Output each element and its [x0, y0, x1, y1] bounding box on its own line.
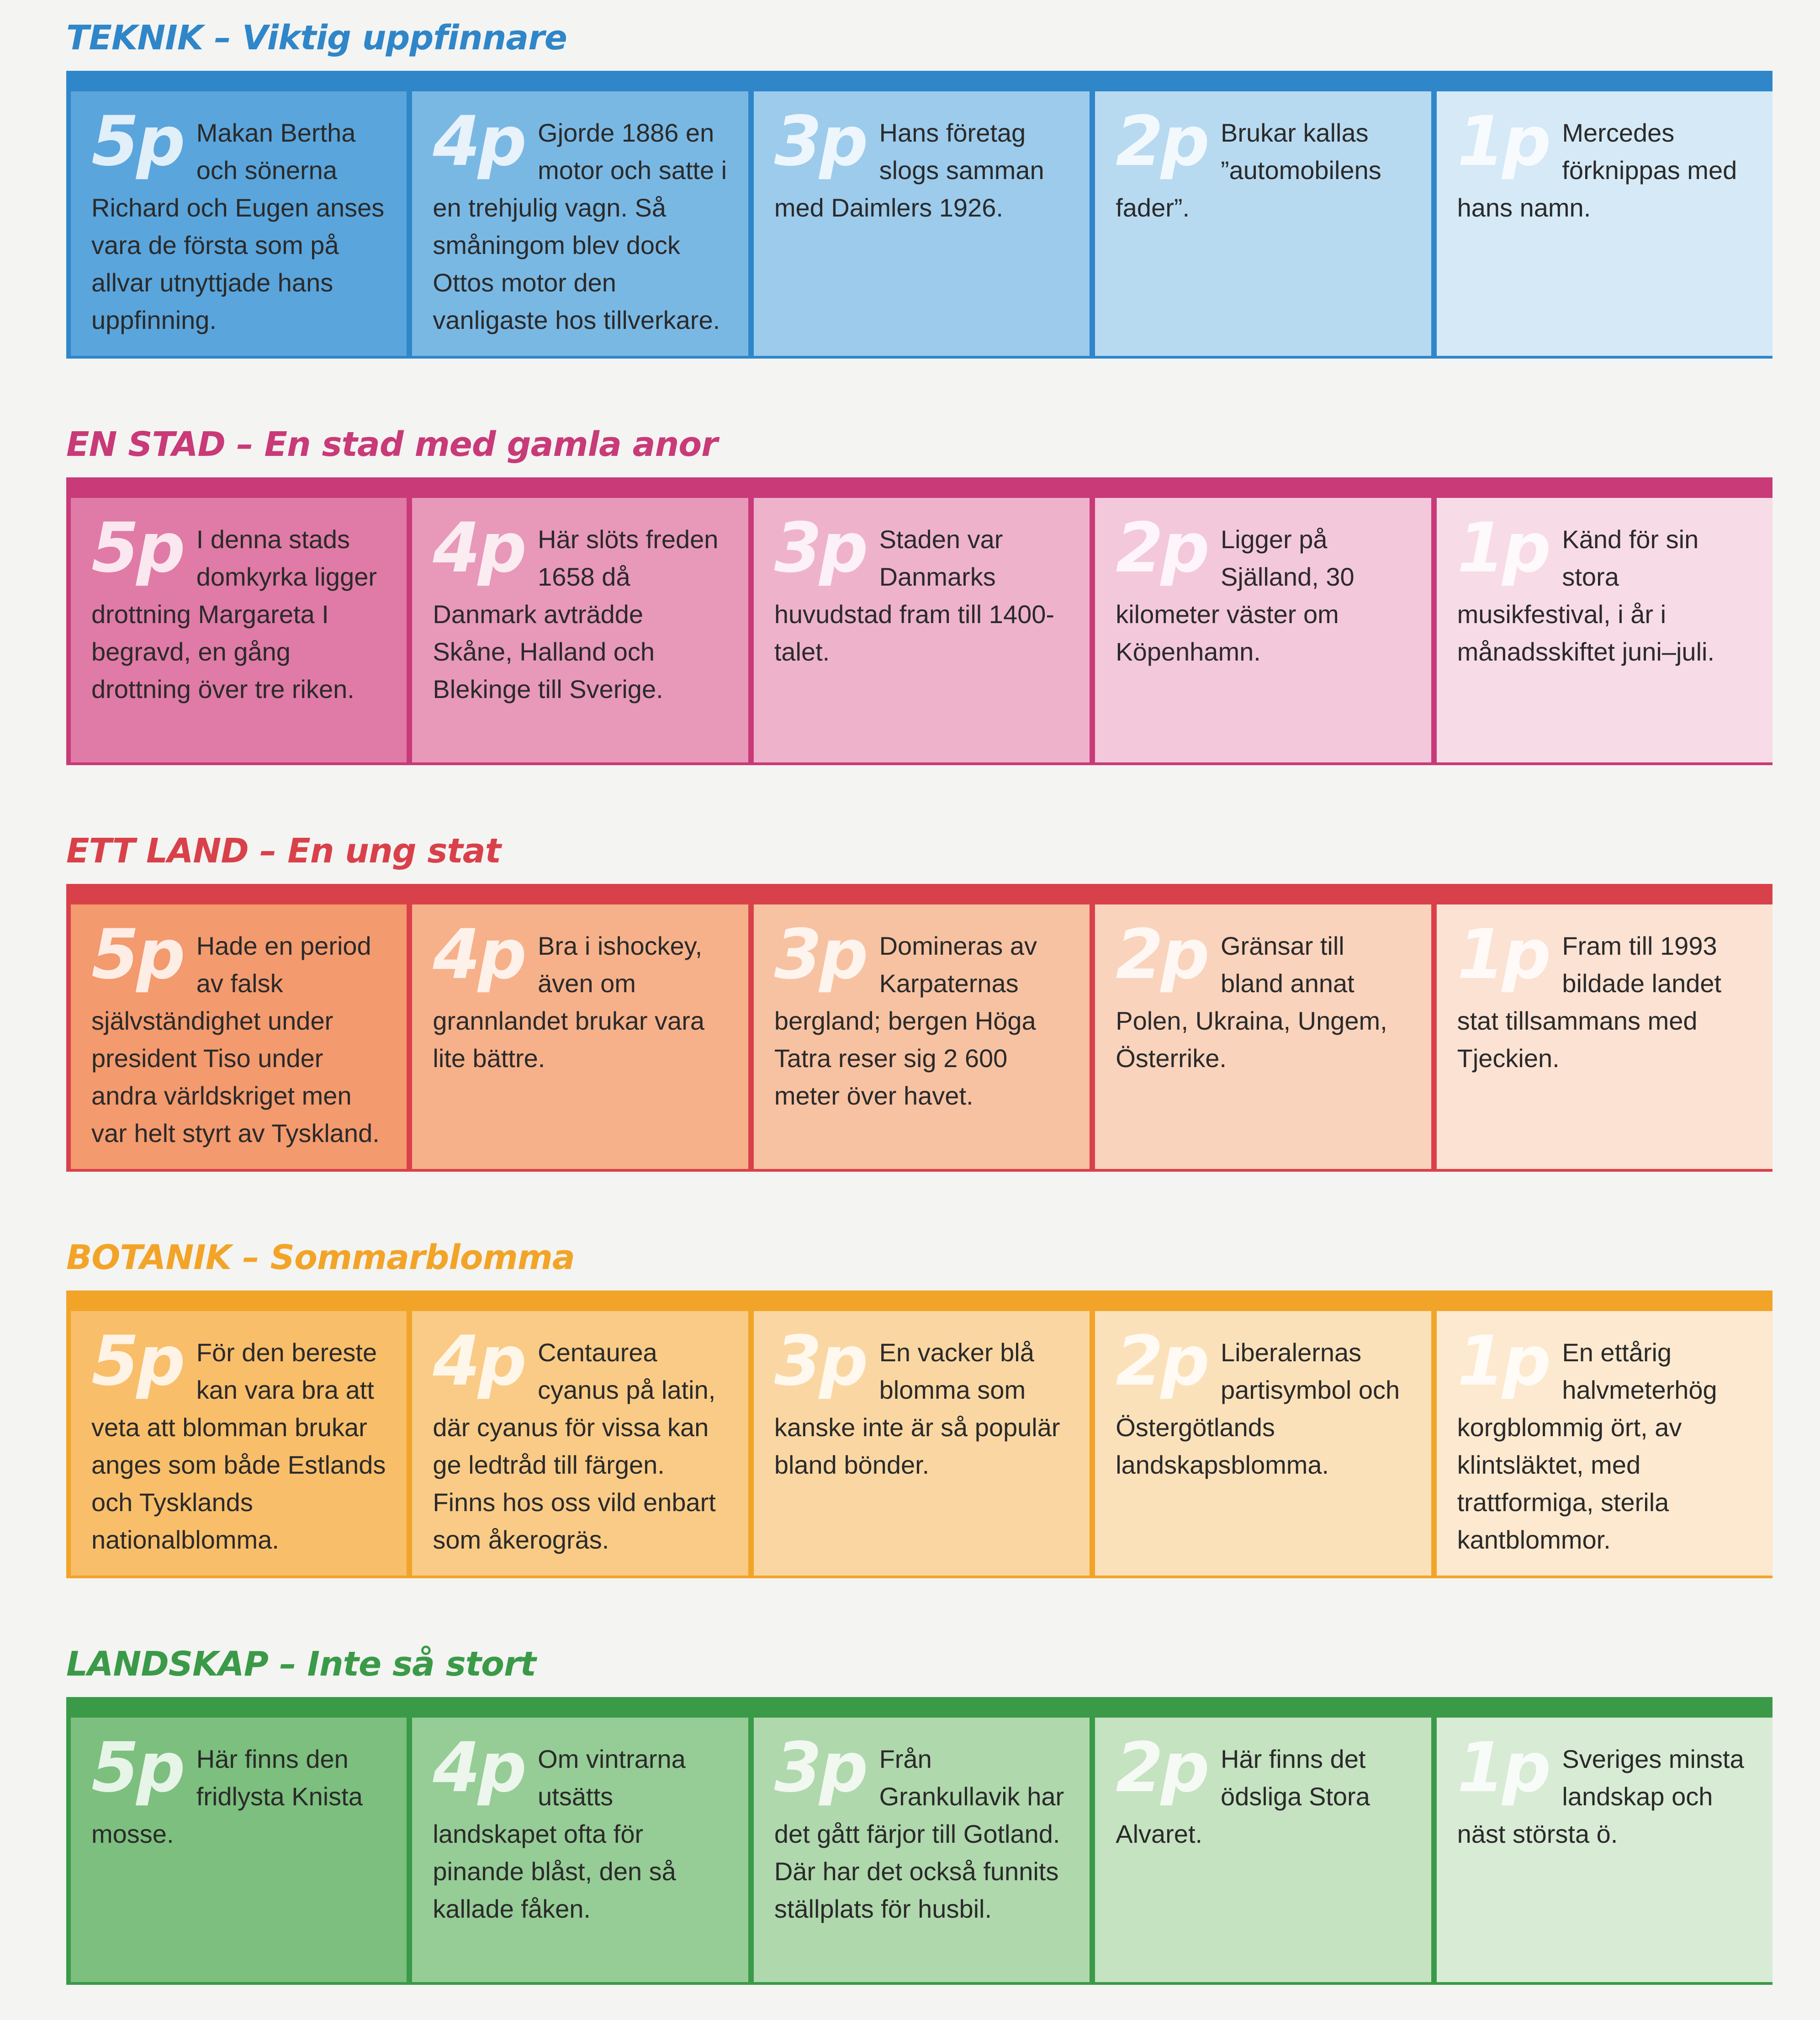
clue-text: Hans företag slogs samman med Daimlers 1… [774, 118, 1044, 222]
clue-box: 5p Makan Bertha och sönerna Richard och E… [66, 71, 1773, 359]
clue-text: Hade en period av falsk självständighet … [91, 931, 380, 1147]
clue-cell-1p: 1p Mercedes förknippas med hans namn. [1436, 91, 1773, 356]
clue-text: Staden var Danmarks huvudstad fram till … [774, 525, 1055, 666]
clue-cell-1p: 1p Fram till 1993 bildade landet stat til… [1436, 904, 1773, 1169]
points-label: 4p [433, 915, 527, 994]
clue-box: 5p I denna stads domkyrka ligger drottnin… [66, 477, 1773, 765]
points-label: 2p [1116, 508, 1210, 588]
clue-cell-2p: 2p Liberalernas partisymbol och Östergötl… [1095, 1311, 1437, 1576]
clue-text: Här finns det ödsliga Stora Alvaret. [1116, 1745, 1370, 1848]
clue-text: Liberalernas partisymbol och Östergötlan… [1116, 1338, 1400, 1479]
points-label: 2p [1116, 915, 1210, 994]
points-label: 1p [1457, 1728, 1551, 1808]
points-label: 1p [1457, 508, 1551, 588]
points-label: 2p [1116, 102, 1210, 181]
points-label: 5p [91, 102, 185, 181]
points-label: 3p [774, 915, 868, 994]
points-label: 2p [1116, 1728, 1210, 1808]
points-label: 1p [1457, 915, 1551, 994]
clue-cell-3p: 3p En vacker blå blomma som kanske inte ä… [753, 1311, 1095, 1576]
points-label: 5p [91, 1322, 185, 1401]
points-label: 2p [1116, 1322, 1210, 1401]
clue-text: En ettårig halvmeterhög korgblommig ört,… [1457, 1338, 1717, 1554]
clue-cell-1p: 1p Sveriges minsta landskap och näst stör… [1436, 1718, 1773, 1982]
clue-cell-4p: 4p Centaurea cyanus på latin, där cyanus … [412, 1311, 754, 1576]
clue-cell-5p: 5p Här finns den fridlysta Knista mosse. [71, 1718, 413, 1982]
points-label: 4p [433, 508, 527, 588]
points-label: 4p [433, 102, 527, 181]
clue-cell-4p: 4p Bra i ishockey, även om grannlandet br… [412, 904, 754, 1169]
clue-text: En vacker blå blomma som kanske inte är … [774, 1338, 1060, 1479]
clue-text: Brukar kallas ”automobilens fader”. [1116, 118, 1381, 222]
clue-cell-4p: 4p Här slöts freden 1658 då Danmark avträ… [412, 498, 754, 762]
clue-box: 5p Här finns den fridlysta Knista mosse. … [66, 1697, 1773, 1985]
section-title: TEKNIK – Viktig uppfinnare [66, 18, 567, 58]
section-title: ETT LAND – En ung stat [66, 831, 501, 871]
clue-cell-4p: 4p Gjorde 1886 en motor och satte i en tr… [412, 91, 754, 356]
points-label: 1p [1457, 102, 1551, 181]
clue-text: Ligger på Själland, 30 kilometer väster … [1116, 525, 1354, 666]
clue-cell-3p: 3p Domineras av Karpaternas bergland; ber… [753, 904, 1095, 1169]
clue-text: Gjorde 1886 en motor och satte i en treh… [433, 118, 727, 334]
points-label: 3p [774, 1322, 868, 1401]
clue-text: Känd för sin stora musikfestival, i år i… [1457, 525, 1715, 666]
clue-text: Fram till 1993 bildade landet stat tills… [1457, 931, 1722, 1073]
section-title: LANDSKAP – Inte så stort [66, 1645, 536, 1684]
clue-cell-4p: 4p Om vintrarna utsätts landskapet ofta f… [412, 1718, 754, 1982]
clue-text: Makan Bertha och sönerna Richard och Eug… [91, 118, 385, 334]
points-label: 1p [1457, 1322, 1551, 1401]
section-title: BOTANIK – Sommarblomma [66, 1238, 575, 1277]
clue-text: Bra i ishockey, även om grannlandet bruk… [433, 931, 704, 1073]
clue-cell-5p: 5p Makan Bertha och sönerna Richard och E… [71, 91, 413, 356]
points-label: 3p [774, 102, 868, 181]
clue-text: För den bereste kan vara bra att veta at… [91, 1338, 386, 1554]
points-label: 5p [91, 915, 185, 994]
clue-cell-3p: 3p Hans företag slogs samman med Daimlers… [753, 91, 1095, 356]
clue-cell-5p: 5p I denna stads domkyrka ligger drottnin… [71, 498, 413, 762]
points-label: 4p [433, 1728, 527, 1808]
clue-text: Sveriges minsta landskap och näst störst… [1457, 1745, 1744, 1848]
points-label: 4p [433, 1322, 527, 1401]
clue-cell-3p: 3p Från Grankullavik har det gått färjor … [753, 1718, 1095, 1982]
clue-cell-2p: 2p Brukar kallas ”automobilens fader”. [1095, 91, 1437, 356]
clue-text: Här finns den fridlysta Knista mosse. [91, 1745, 363, 1848]
clue-cell-5p: 5p För den bereste kan vara bra att veta … [71, 1311, 413, 1576]
clue-cell-2p: 2p Här finns det ödsliga Stora Alvaret. [1095, 1718, 1437, 1982]
clue-box: 5p För den bereste kan vara bra att veta … [66, 1290, 1773, 1578]
clue-text: Domineras av Karpaternas bergland; berge… [774, 931, 1037, 1110]
clue-box: 5p Hade en period av falsk självständighe… [66, 884, 1773, 1172]
clue-cell-5p: 5p Hade en period av falsk självständighe… [71, 904, 413, 1169]
clue-text: Om vintrarna utsätts landskapet ofta för… [433, 1745, 686, 1923]
clue-text: Gränsar till bland annat Polen, Ukraina,… [1116, 931, 1387, 1073]
points-label: 3p [774, 508, 868, 588]
clue-cell-2p: 2p Ligger på Själland, 30 kilometer väste… [1095, 498, 1437, 762]
points-label: 5p [91, 1728, 185, 1808]
clue-text: Mercedes förknippas med hans namn. [1457, 118, 1737, 222]
clue-text: Centaurea cyanus på latin, där cyanus fö… [433, 1338, 716, 1554]
clue-text: I denna stads domkyrka ligger drottning … [91, 525, 377, 703]
clue-text: Från Grankullavik har det gått färjor ti… [774, 1745, 1064, 1923]
clue-cell-2p: 2p Gränsar till bland annat Polen, Ukrain… [1095, 904, 1437, 1169]
points-label: 5p [91, 508, 185, 588]
clue-cell-1p: 1p Känd för sin stora musikfestival, i år… [1436, 498, 1773, 762]
points-label: 3p [774, 1728, 868, 1808]
clue-cell-3p: 3p Staden var Danmarks huvudstad fram til… [753, 498, 1095, 762]
clue-cell-1p: 1p En ettårig halvmeterhög korgblommig ör… [1436, 1311, 1773, 1576]
clue-text: Här slöts freden 1658 då Danmark avträdd… [433, 525, 719, 703]
section-title: EN STAD – En stad med gamla anor [66, 425, 718, 464]
